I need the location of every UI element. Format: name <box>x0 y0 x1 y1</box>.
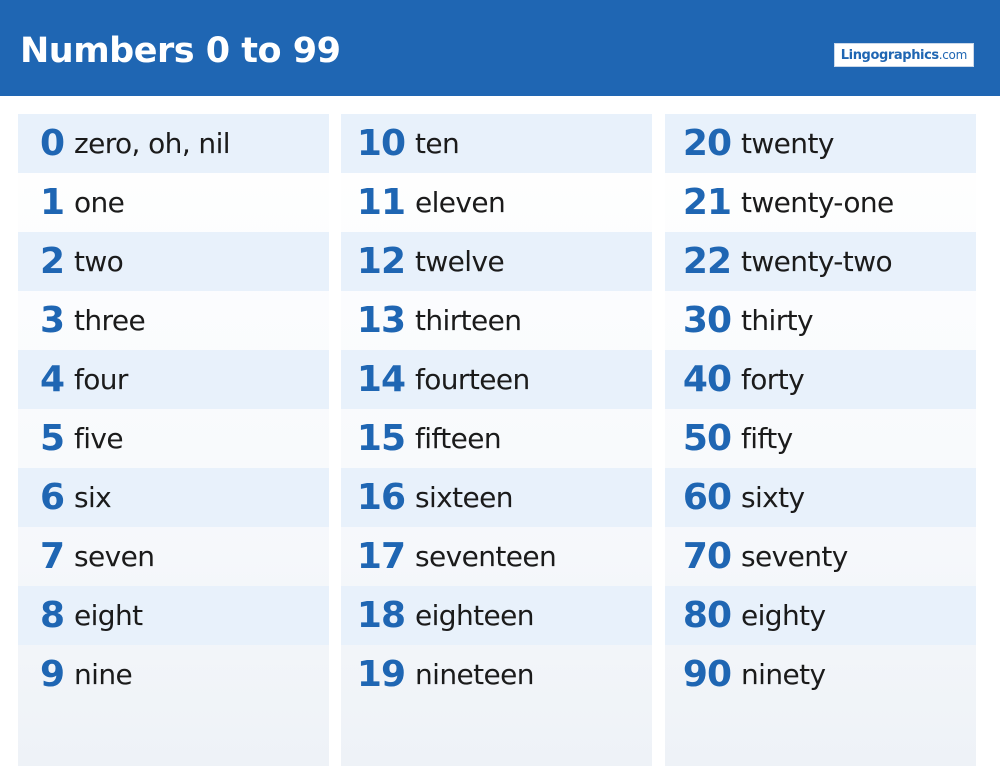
number-word: ninety <box>741 658 826 691</box>
number-digit: 0 <box>39 123 65 164</box>
number-digit: 6 <box>39 477 65 518</box>
number-digit: 22 <box>682 241 732 282</box>
number-digit: 90 <box>682 654 732 695</box>
number-digit: 40 <box>682 359 732 400</box>
number-word: twenty <box>741 127 834 160</box>
number-row: 40 forty <box>665 350 976 409</box>
number-word: sixteen <box>415 481 514 514</box>
numbers-table: 0 zero, oh, nil 1 one 2 two 3 three 4 four 5 five 6 s… <box>0 96 1000 766</box>
number-digit: 13 <box>356 300 406 341</box>
number-word: seven <box>74 540 155 573</box>
number-word: zero, oh, nil <box>74 127 231 160</box>
number-row: 90 ninety <box>665 645 976 704</box>
number-digit: 11 <box>356 182 406 223</box>
numbers-column-tens: 20 twenty 21 twenty-one 22 twenty-two 30 thirty… <box>665 114 976 766</box>
number-word: one <box>74 186 125 219</box>
number-digit: 8 <box>39 595 65 636</box>
number-word: five <box>74 422 124 455</box>
number-row: 13 thirteen <box>341 291 652 350</box>
number-digit: 19 <box>356 654 406 695</box>
number-word: ten <box>415 127 460 160</box>
number-row: 20 twenty <box>665 114 976 173</box>
number-word: eighty <box>741 599 826 632</box>
number-word: seventeen <box>415 540 557 573</box>
header-bar: Numbers 0 to 99 Lingographics .com <box>0 0 1000 96</box>
number-row: 16 sixteen <box>341 468 652 527</box>
number-digit: 20 <box>682 123 732 164</box>
number-digit: 10 <box>356 123 406 164</box>
number-row: 11 eleven <box>341 173 652 232</box>
number-digit: 80 <box>682 595 732 636</box>
number-row: 70 seventy <box>665 527 976 586</box>
number-digit: 60 <box>682 477 732 518</box>
number-word: fifteen <box>415 422 502 455</box>
number-word: twenty-two <box>741 245 893 278</box>
number-row: 10 ten <box>341 114 652 173</box>
number-digit: 50 <box>682 418 732 459</box>
numbers-column-0-9: 0 zero, oh, nil 1 one 2 two 3 three 4 four 5 five 6 s… <box>18 114 329 766</box>
number-digit: 14 <box>356 359 406 400</box>
number-word: twenty-one <box>741 186 894 219</box>
number-row: 3 three <box>18 291 329 350</box>
number-word: nine <box>74 658 133 691</box>
number-word: six <box>74 481 112 514</box>
number-word: eleven <box>415 186 506 219</box>
number-word: twelve <box>415 245 505 278</box>
number-row: 1 one <box>18 173 329 232</box>
number-digit: 16 <box>356 477 406 518</box>
number-word: nineteen <box>415 658 534 691</box>
number-row: 21 twenty-one <box>665 173 976 232</box>
number-digit: 15 <box>356 418 406 459</box>
logo-domain: .com <box>938 48 968 62</box>
number-word: forty <box>741 363 805 396</box>
number-digit: 12 <box>356 241 406 282</box>
number-row: 50 fifty <box>665 409 976 468</box>
number-digit: 5 <box>39 418 65 459</box>
number-row: 2 two <box>18 232 329 291</box>
number-digit: 1 <box>39 182 65 223</box>
number-digit: 18 <box>356 595 406 636</box>
number-word: four <box>74 363 128 396</box>
number-word: three <box>74 304 146 337</box>
number-digit: 3 <box>39 300 65 341</box>
number-row: 4 four <box>18 350 329 409</box>
number-digit: 30 <box>682 300 732 341</box>
number-row: 12 twelve <box>341 232 652 291</box>
number-word: thirty <box>741 304 814 337</box>
logo-name: Lingographics <box>840 47 939 63</box>
number-row: 80 eighty <box>665 586 976 645</box>
number-digit: 4 <box>39 359 65 400</box>
number-word: thirteen <box>415 304 522 337</box>
number-row: 9 nine <box>18 645 329 704</box>
number-digit: 7 <box>39 536 65 577</box>
number-digit: 17 <box>356 536 406 577</box>
number-row: 18 eighteen <box>341 586 652 645</box>
number-word: eighteen <box>415 599 535 632</box>
number-row: 14 fourteen <box>341 350 652 409</box>
number-row: 22 twenty-two <box>665 232 976 291</box>
number-word: eight <box>74 599 143 632</box>
number-word: fifty <box>741 422 793 455</box>
number-digit: 70 <box>682 536 732 577</box>
numbers-column-10-19: 10 ten 11 eleven 12 twelve 13 thirteen 14 fourtee… <box>341 114 652 766</box>
number-word: seventy <box>741 540 848 573</box>
number-row: 5 five <box>18 409 329 468</box>
number-row: 30 thirty <box>665 291 976 350</box>
number-row: 6 six <box>18 468 329 527</box>
number-digit: 2 <box>39 241 65 282</box>
number-row: 17 seventeen <box>341 527 652 586</box>
number-word: sixty <box>741 481 805 514</box>
brand-logo: Lingographics .com <box>833 43 974 67</box>
number-row: 7 seven <box>18 527 329 586</box>
number-row: 0 zero, oh, nil <box>18 114 329 173</box>
number-digit: 9 <box>39 654 65 695</box>
page-title: Numbers 0 to 99 <box>20 31 341 71</box>
number-word: fourteen <box>415 363 530 396</box>
number-row: 19 nineteen <box>341 645 652 704</box>
number-digit: 21 <box>682 182 732 223</box>
number-row: 8 eight <box>18 586 329 645</box>
number-row: 60 sixty <box>665 468 976 527</box>
number-word: two <box>74 245 124 278</box>
number-row: 15 fifteen <box>341 409 652 468</box>
